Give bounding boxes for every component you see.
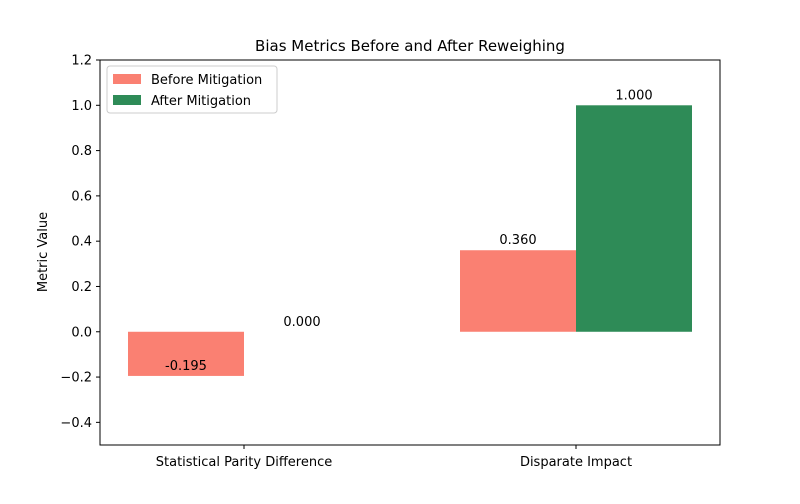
y-tick-label: 0.0 — [71, 325, 92, 340]
y-tick-label: 0.4 — [71, 235, 92, 250]
y-tick-label: −0.2 — [60, 371, 92, 386]
plot-area-frame — [99, 59, 721, 446]
y-axis-label: Metric Value — [36, 212, 51, 292]
bar-before-mitigation — [460, 250, 576, 332]
y-tick-label: −0.4 — [60, 416, 92, 431]
y-tick-label: 0.6 — [71, 189, 92, 204]
legend-swatch — [113, 74, 141, 84]
y-tick-label: 1.2 — [71, 54, 92, 69]
bar-value-label: 0.000 — [283, 315, 320, 330]
bar-before-mitigation — [128, 331, 244, 376]
chart-title: Bias Metrics Before and After Reweighing — [255, 37, 565, 55]
x-tick-label: Statistical Parity Difference — [156, 455, 332, 470]
bar-value-label: 1.000 — [615, 88, 652, 103]
legend-swatch — [113, 95, 141, 105]
x-tick-label: Disparate Impact — [520, 455, 632, 470]
y-tick-label: 0.8 — [71, 144, 92, 159]
y-tick-label: 0.2 — [71, 280, 92, 295]
y-tick-label: 1.0 — [71, 99, 92, 114]
legend-label: After Mitigation — [151, 94, 251, 109]
legend-label: Before Mitigation — [151, 73, 262, 88]
legend-box — [106, 65, 278, 114]
bar-value-label: -0.195 — [165, 359, 207, 374]
bar-value-label: 0.360 — [499, 233, 536, 248]
bar-after-mitigation — [576, 105, 692, 332]
